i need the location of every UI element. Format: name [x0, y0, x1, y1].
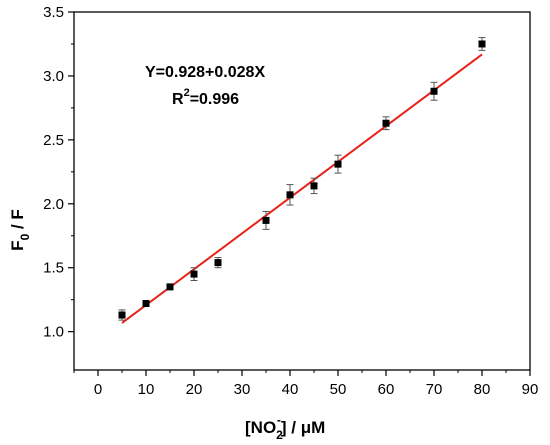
equation-annotation: Y=0.928+0.028X [145, 64, 265, 81]
x-tick-label: 50 [330, 381, 347, 398]
x-tick-label: 10 [138, 381, 155, 398]
plot-frame [73, 11, 531, 371]
y-tick-label: 3.5 [43, 4, 64, 21]
data-point [286, 191, 294, 199]
y-tick-label: 2.5 [43, 132, 64, 149]
x-tick-label: 30 [234, 381, 251, 398]
x-tick-label: 70 [426, 381, 443, 398]
y-tick-label: 3.0 [43, 68, 64, 85]
x-axis-label: [NO2-] / μM [245, 413, 325, 442]
x-tick-label: 80 [474, 381, 491, 398]
x-tick-label: 90 [522, 381, 539, 398]
y-axis-label: F0 / F [8, 209, 32, 251]
data-points-layer [118, 37, 486, 321]
fit-line [121, 53, 483, 324]
data-point [334, 160, 342, 168]
data-point [214, 259, 222, 267]
x-tick-label: 60 [378, 381, 395, 398]
x-tick-label: 0 [94, 381, 102, 398]
data-point [190, 270, 198, 278]
fit-line-layer [121, 53, 483, 324]
data-point [478, 40, 486, 48]
data-point [118, 311, 126, 319]
y-tick-label: 1.0 [43, 324, 64, 341]
data-point [310, 182, 318, 190]
y-tick-label: 2.0 [43, 196, 64, 213]
x-tick-label: 40 [282, 381, 299, 398]
data-point [142, 300, 150, 308]
y-tick-label: 1.5 [43, 260, 64, 277]
x-tick-label: 20 [186, 381, 203, 398]
axes: 0 10 20 30 40 50 60 70 80 90 1.0 1.5 2.0 2.5 3.0 3.5 [43, 4, 538, 398]
data-point [262, 216, 270, 224]
r-squared-annotation: R2=0.996 [172, 87, 239, 108]
data-point [382, 119, 390, 127]
data-point [166, 283, 174, 291]
data-point [430, 87, 438, 95]
